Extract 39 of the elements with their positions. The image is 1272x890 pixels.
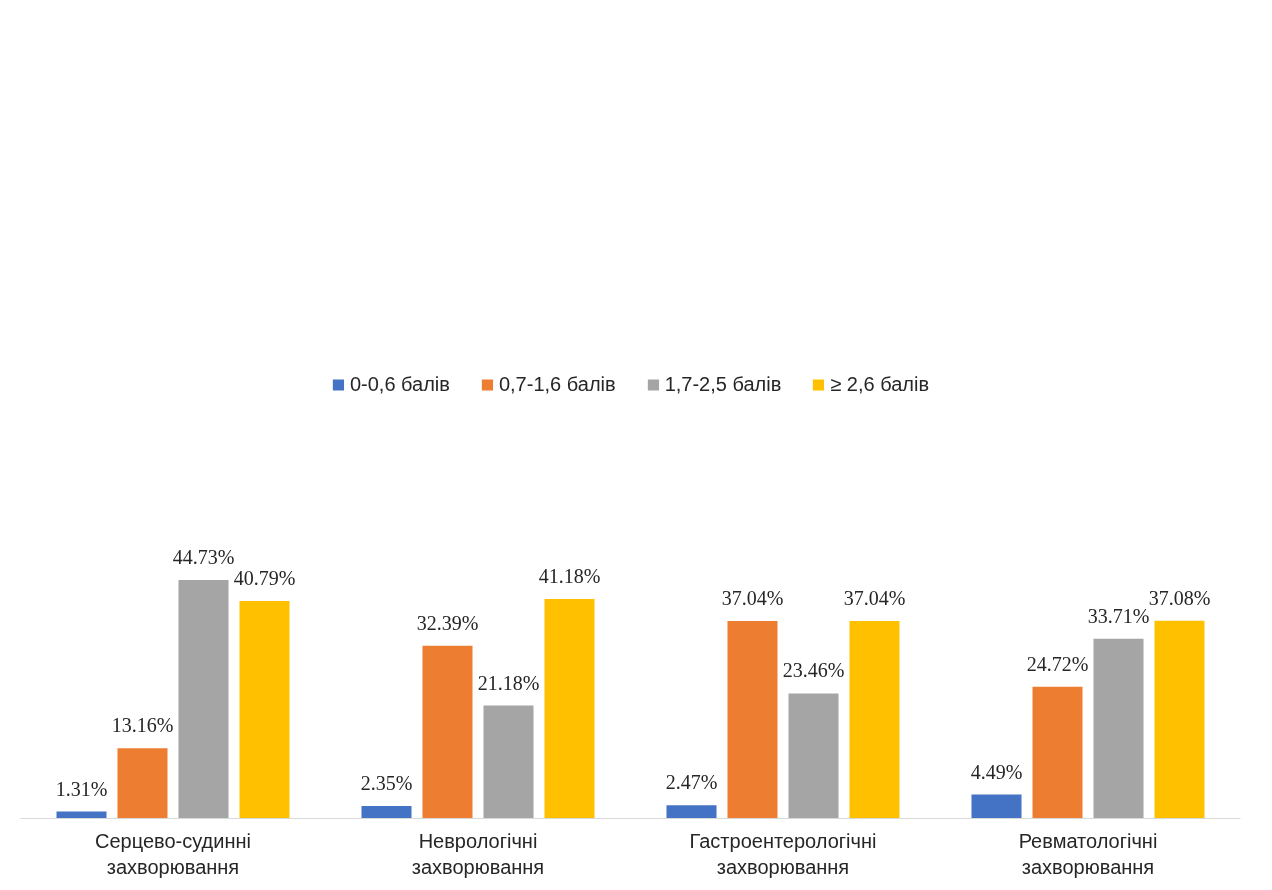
legend-label: ≥ 2,6 балів <box>830 372 930 396</box>
bar <box>422 645 473 819</box>
bar <box>1093 638 1144 819</box>
legend-label: 1,7-2,5 балів <box>664 372 782 396</box>
data-label: 33.71% <box>1087 604 1150 627</box>
data-label: 13.16% <box>111 714 174 737</box>
bar <box>178 580 229 819</box>
data-label: 2.35% <box>360 771 413 794</box>
data-label: 23.46% <box>782 659 845 682</box>
x-tick-label: Гастроентерологічні захворювання <box>689 829 877 878</box>
data-label: 24.72% <box>1026 652 1089 675</box>
bar <box>544 599 595 819</box>
data-label: 37.08% <box>1148 586 1211 609</box>
bar <box>849 621 900 819</box>
x-tick-label: Серцево-судинні захворювання <box>95 829 251 878</box>
bar <box>117 748 168 819</box>
x-tick-label: Неврологічні захворювання <box>411 829 545 878</box>
bar <box>483 705 534 819</box>
bar <box>1154 620 1205 819</box>
legend-label: 0-0,6 балів <box>349 372 450 396</box>
data-label: 37.04% <box>721 587 784 610</box>
bar <box>788 693 839 819</box>
data-label: 40.79% <box>233 567 296 590</box>
bar <box>361 805 412 819</box>
bar <box>666 805 717 819</box>
data-label: 32.39% <box>416 611 479 634</box>
data-label: 41.18% <box>538 565 601 588</box>
bar <box>1032 686 1083 819</box>
data-label: 4.49% <box>970 760 1023 783</box>
data-label: 44.73% <box>172 546 235 569</box>
data-label: 2.47% <box>665 771 718 794</box>
bar <box>727 621 778 819</box>
data-label: 37.04% <box>843 587 906 610</box>
x-tick-label: Ревматологічні захворювання <box>1018 829 1158 878</box>
data-label: 21.18% <box>477 671 540 694</box>
bar <box>239 601 290 819</box>
bar <box>971 794 1022 819</box>
legend-label: 0,7-1,6 балів <box>498 372 616 396</box>
data-label: 1.31% <box>55 777 108 800</box>
